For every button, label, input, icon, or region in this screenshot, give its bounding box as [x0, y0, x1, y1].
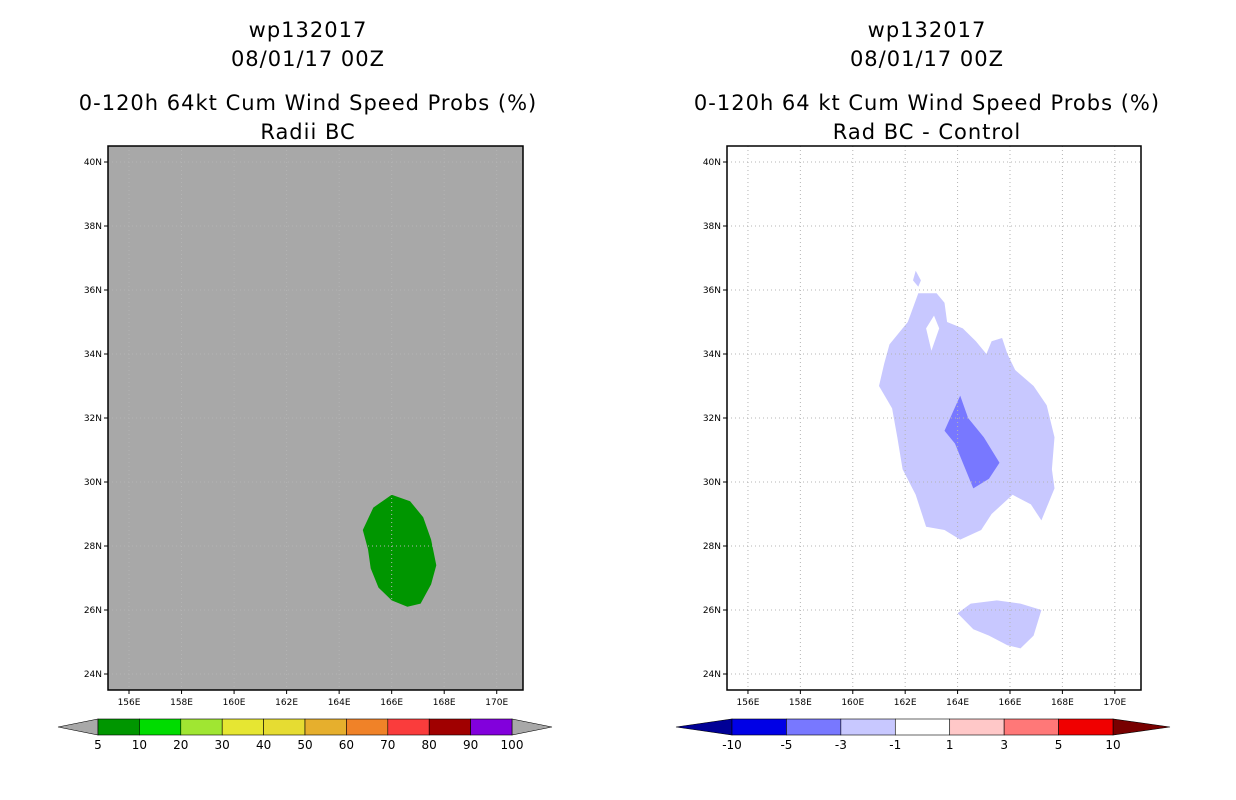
colorbar-label: -10: [722, 738, 742, 752]
lat-tick-label: 36N: [84, 286, 102, 296]
colorbar-swatch: [731, 718, 787, 736]
lon-tick-label: 164E: [328, 698, 351, 708]
colorbar-label: 40: [256, 738, 271, 752]
lat-tick-label: 32N: [703, 414, 721, 424]
colorbar-label: -1: [889, 738, 901, 752]
right-chart-title: 0-120h 64 kt Cum Wind Speed Probs (%): [693, 91, 1161, 115]
right-map-panel: 156E 158E 160E 162E 164E 166E 168E 170E 40N 38N 36…: [703, 145, 1142, 708]
lat-tick-label: 24N: [703, 670, 721, 680]
lat-tick-label: 30N: [703, 478, 721, 488]
colorbar-swatch: [470, 718, 513, 736]
colorbar-low-arrow: [675, 718, 733, 736]
lon-tick-label: 158E: [170, 698, 193, 708]
lon-tick-label: 170E: [1103, 698, 1126, 708]
lon-tick-label: 158E: [789, 698, 812, 708]
lat-tick-label: 38N: [84, 222, 102, 232]
colorbar-swatch: [786, 718, 842, 736]
colorbar-label: 5: [1055, 738, 1063, 752]
colorbar-swatch: [97, 718, 140, 736]
lat-tick-label: 26N: [703, 606, 721, 616]
colorbar-swatch: [894, 718, 951, 736]
colorbar-swatch: [221, 718, 264, 736]
colorbar-swatch: [1058, 718, 1114, 736]
lat-tick-label: 34N: [703, 350, 721, 360]
colorbar-label: 10: [132, 738, 147, 752]
lon-tick-label: 166E: [380, 698, 403, 708]
lat-tick-label: 38N: [703, 222, 721, 232]
colorbar-label: 10: [1105, 738, 1120, 752]
colorbar-swatch: [263, 718, 306, 736]
lon-tick-label: 164E: [946, 698, 969, 708]
right-chart-subtitle: Rad BC - Control: [832, 120, 1022, 144]
lon-tick-label: 160E: [223, 698, 246, 708]
lon-tick-label: 162E: [894, 698, 917, 708]
colorbar-swatch: [346, 718, 389, 736]
lat-tick-label: 24N: [84, 670, 102, 680]
colorbar-swatch: [304, 718, 347, 736]
colorbar-label: 70: [380, 738, 395, 752]
plot-frame: [107, 145, 524, 691]
colorbar-low-arrow: [57, 718, 99, 736]
colorbar-label: 5: [94, 738, 102, 752]
colorbar-label: 30: [215, 738, 230, 752]
lon-tick-label: 166E: [999, 698, 1022, 708]
lat-tick-label: 40N: [703, 158, 721, 168]
lon-tick-label: 156E: [737, 698, 760, 708]
colorbar-label: 100: [501, 738, 524, 752]
colorbar-label: -3: [835, 738, 847, 752]
lon-tick-label: 168E: [433, 698, 456, 708]
lat-tick-label: 28N: [703, 542, 721, 552]
lat-tick-label: 28N: [84, 542, 102, 552]
lon-tick-label: 168E: [1051, 698, 1074, 708]
colorbar-swatch: [840, 718, 896, 736]
lat-tick-label: 26N: [84, 606, 102, 616]
left-chart-subtitle: Radii BC: [260, 120, 356, 144]
left-map-panel: 156E 158E 160E 162E 164E 166E 168E 170E 40N 38N 36…: [84, 145, 524, 708]
contour-region--3to-1: [913, 270, 921, 287]
right-storm-id: wp132017: [867, 18, 987, 42]
lat-tick-label: 40N: [84, 158, 102, 168]
plot-background: [108, 146, 523, 690]
colorbar-label: -5: [780, 738, 792, 752]
lon-tick-label: 170E: [485, 698, 508, 708]
lat-tick-label: 34N: [84, 350, 102, 360]
colorbar-swatch: [180, 718, 223, 736]
colorbar-high-arrow: [1112, 718, 1171, 736]
colorbar-label: 90: [463, 738, 478, 752]
lat-tick-label: 32N: [84, 414, 102, 424]
colorbar-label: 60: [339, 738, 354, 752]
colorbar-swatch: [139, 718, 182, 736]
colorbar-label: 80: [422, 738, 437, 752]
colorbar-swatch: [387, 718, 430, 736]
contour-region--5to-3: [944, 395, 1000, 489]
lon-tick-label: 160E: [841, 698, 864, 708]
right-date: 08/01/17 00Z: [849, 47, 1005, 71]
lat-tick-label: 30N: [84, 478, 102, 488]
left-colorbar: 5 10 20 30 40 50 60 70 80 90 100: [57, 718, 553, 752]
lat-tick-label: 36N: [703, 286, 721, 296]
colorbar-label: 3: [1000, 738, 1008, 752]
contour-region--3to-1: [957, 600, 1042, 649]
lon-tick-label: 162E: [275, 698, 298, 708]
lon-tick-label: 156E: [118, 698, 141, 708]
left-chart-title: 0-120h 64kt Cum Wind Speed Probs (%): [78, 91, 538, 115]
colorbar-swatch: [428, 718, 471, 736]
right-colorbar: -10 -5 -3 -1 1 3 5 10: [675, 718, 1171, 752]
plot-frame: [726, 145, 1142, 691]
colorbar-label: 1: [946, 738, 954, 752]
left-storm-id: wp132017: [248, 18, 368, 42]
colorbar-high-arrow: [511, 718, 553, 736]
left-date: 08/01/17 00Z: [230, 47, 386, 71]
colorbar-label: 50: [297, 738, 312, 752]
contour-region-5-10: [362, 494, 437, 607]
colorbar-swatch: [1003, 718, 1059, 736]
colorbar-swatch: [949, 718, 1005, 736]
colorbar-label: 20: [173, 738, 188, 752]
